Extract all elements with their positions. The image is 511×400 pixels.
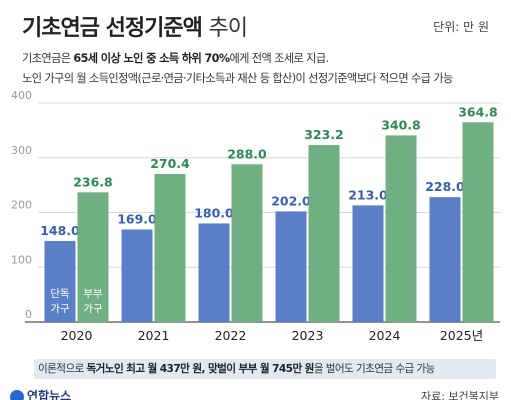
page-title: 기초연금 선정기준액 추이 [22, 10, 248, 42]
bar-chart: 0 100 200 300 400 148.0 236.8 2020 169.0 270.4 202… [11, 89, 500, 343]
bar-single-2020 [44, 240, 76, 322]
data-label: 323.2 [304, 127, 344, 142]
legend-label-couple: 가구 [83, 303, 103, 315]
y-tick-label: 300 [11, 144, 32, 157]
bar-single-2021 [121, 229, 153, 322]
data-label: 364.8 [458, 104, 498, 119]
data-label: 228.0 [425, 179, 465, 194]
footer-note-highlight: 독거노인 최고 월 437만 원, 맞벌이 부부 월 745만 원 [86, 363, 315, 375]
y-tick-label: 100 [11, 253, 32, 266]
description-suffix: 에게 전액 조세로 지급. [229, 52, 329, 65]
description-line-2: 노인 가구의 월 소득인정액(근로·연금·기타소득과 재산 등 합산)이 선정기… [22, 72, 453, 85]
data-label: 148.0 [40, 223, 80, 238]
yonhap-logo: 연합뉴스 [10, 387, 71, 400]
bar-couple-2025년 [462, 122, 494, 322]
description-prefix: 기초연금은 [22, 52, 74, 65]
source-label: 자료: 보건복지부 [420, 390, 499, 400]
x-tick-label: 2024 [369, 328, 401, 343]
unit-label: 단위: 만 원 [433, 20, 489, 34]
x-tick-label: 2020 [61, 328, 93, 343]
title-main: 기초연금 선정기준액 [22, 16, 203, 41]
bar-couple-2024 [385, 135, 417, 322]
legend-label-single: 가구 [50, 303, 70, 315]
logo-mark-icon [10, 389, 24, 400]
bar-single-2022 [198, 223, 230, 322]
bar-couple-2023 [308, 145, 340, 322]
bar-couple-2021 [154, 173, 186, 322]
bar-couple-2022 [231, 164, 263, 322]
y-tick-label: 400 [11, 89, 32, 102]
description-line-1: 기초연금은 65세 이상 노인 중 소득 하위 70%에게 전액 조세로 지급. [22, 50, 329, 66]
x-tick-label: 2021 [138, 328, 170, 343]
bar-single-2025년 [429, 197, 461, 322]
bar-single-2024 [352, 205, 384, 322]
description-highlight: 65세 이상 노인 중 소득 하위 70% [73, 52, 230, 65]
x-tick-label: 2023 [292, 328, 324, 343]
title-sub: 추이 [208, 16, 248, 41]
data-label: 288.0 [227, 146, 267, 161]
data-label: 340.8 [381, 117, 421, 132]
footer-note-prefix: 이론적으로 [38, 363, 87, 375]
data-label: 213.0 [348, 187, 388, 202]
x-tick-label: 2022 [215, 328, 247, 343]
footer-note-suffix: 을 벌어도 기초연금 수급 가능 [313, 363, 435, 375]
data-label: 169.0 [117, 211, 157, 226]
data-label: 202.0 [271, 193, 311, 208]
x-tick-label: 2025년 [440, 328, 483, 343]
y-tick-label: 0 [25, 308, 32, 321]
bar-couple-2020 [77, 192, 109, 322]
data-label: 236.8 [73, 174, 113, 189]
legend-label-couple: 부부 [83, 288, 103, 300]
legend-label-single: 단독 [50, 288, 70, 300]
bar-single-2023 [275, 211, 307, 322]
logo-text: 연합뉴스 [27, 389, 72, 400]
y-tick-label: 200 [11, 199, 32, 212]
footer-note: 이론적으로 독거노인 최고 월 437만 원, 맞벌이 부부 월 745만 원을… [34, 359, 496, 379]
data-label: 270.4 [150, 156, 190, 171]
data-label: 180.0 [194, 205, 234, 220]
